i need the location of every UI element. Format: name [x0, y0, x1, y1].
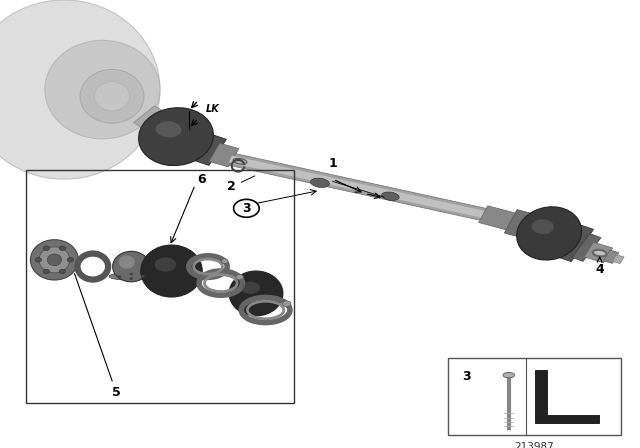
Circle shape: [43, 269, 50, 274]
Ellipse shape: [310, 178, 330, 187]
Polygon shape: [584, 242, 612, 263]
Bar: [448, 358, 621, 435]
Circle shape: [60, 269, 66, 274]
Ellipse shape: [141, 245, 202, 297]
Ellipse shape: [39, 247, 70, 273]
Text: 3: 3: [242, 202, 251, 215]
Circle shape: [44, 246, 50, 250]
Circle shape: [141, 275, 145, 278]
Ellipse shape: [113, 251, 150, 282]
Text: 1: 1: [328, 157, 337, 170]
Ellipse shape: [221, 259, 228, 263]
Polygon shape: [134, 106, 180, 138]
Circle shape: [118, 275, 122, 278]
Text: 4: 4: [595, 257, 604, 276]
Ellipse shape: [95, 82, 129, 111]
Polygon shape: [612, 255, 624, 263]
Ellipse shape: [233, 159, 247, 164]
Ellipse shape: [109, 273, 145, 280]
Ellipse shape: [80, 69, 144, 123]
Ellipse shape: [593, 250, 607, 256]
Ellipse shape: [45, 40, 160, 139]
Ellipse shape: [229, 271, 283, 316]
Polygon shape: [535, 370, 600, 423]
Circle shape: [129, 273, 133, 276]
Ellipse shape: [381, 192, 399, 200]
Ellipse shape: [119, 255, 135, 269]
Bar: [26, 170, 294, 403]
Ellipse shape: [282, 301, 291, 306]
Polygon shape: [554, 224, 593, 262]
Ellipse shape: [31, 240, 79, 280]
Text: 3: 3: [462, 370, 470, 383]
Polygon shape: [184, 131, 227, 165]
Polygon shape: [504, 210, 541, 239]
Text: LK: LK: [206, 104, 220, 114]
Ellipse shape: [503, 372, 515, 378]
Text: 2: 2: [227, 176, 255, 194]
Ellipse shape: [532, 219, 554, 234]
Ellipse shape: [516, 207, 582, 260]
Polygon shape: [228, 153, 489, 221]
Ellipse shape: [236, 274, 243, 280]
Circle shape: [129, 277, 133, 280]
Ellipse shape: [156, 121, 182, 138]
Polygon shape: [479, 206, 516, 230]
Circle shape: [60, 246, 66, 250]
Polygon shape: [209, 143, 239, 167]
Ellipse shape: [0, 0, 160, 179]
Ellipse shape: [155, 258, 176, 271]
Circle shape: [35, 258, 42, 262]
Ellipse shape: [139, 108, 213, 166]
Text: 213987: 213987: [515, 442, 554, 448]
Polygon shape: [229, 155, 488, 219]
Text: 6: 6: [197, 172, 206, 186]
Polygon shape: [604, 250, 619, 263]
Circle shape: [67, 258, 74, 262]
Text: 5: 5: [74, 274, 121, 400]
Polygon shape: [572, 233, 601, 262]
Ellipse shape: [47, 254, 61, 266]
Ellipse shape: [241, 282, 260, 294]
